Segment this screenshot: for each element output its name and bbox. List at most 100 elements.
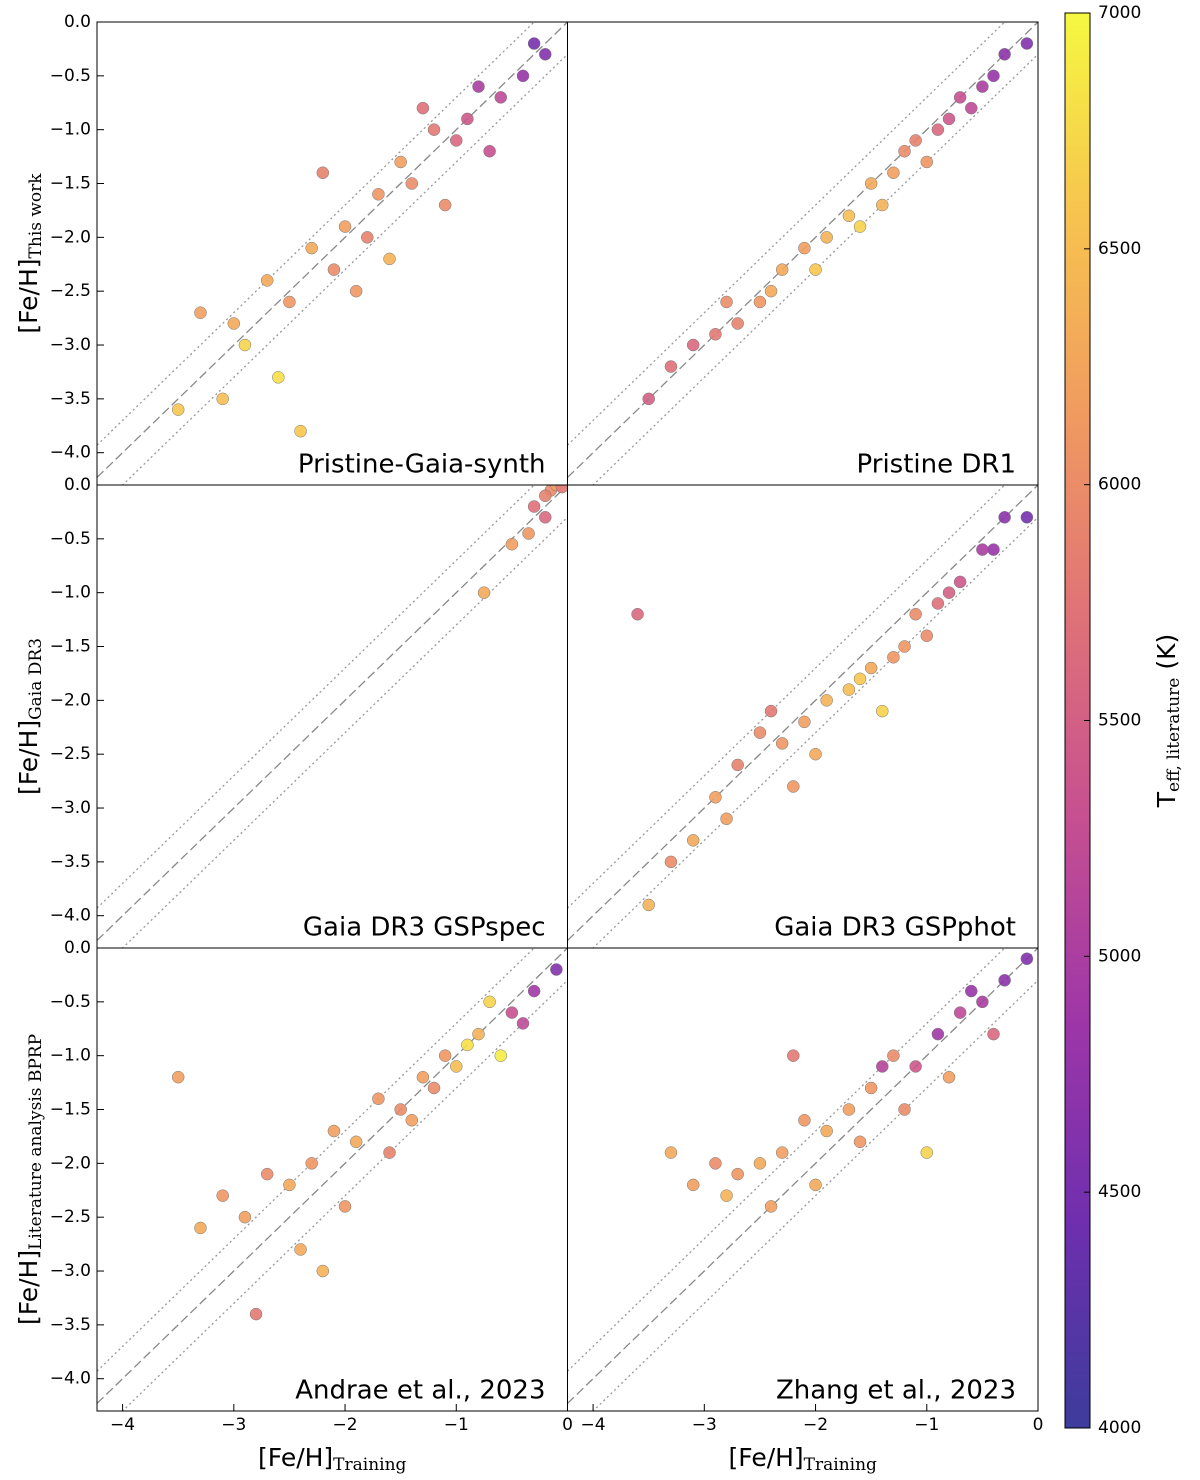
point: [294, 1243, 307, 1256]
point: [372, 188, 385, 201]
point: [405, 1114, 419, 1127]
y-tick-label: −4.0: [50, 443, 91, 463]
point: [438, 198, 452, 212]
point: [494, 91, 508, 104]
panel-annotation: Gaia DR3 GSPphot: [774, 913, 1016, 943]
point: [987, 543, 1000, 556]
panel-annotation: Pristine-Gaia-synth: [298, 450, 546, 480]
point: [686, 834, 700, 847]
x-tick-label: −3: [692, 1415, 717, 1435]
point: [238, 338, 252, 352]
y-tick-label: −1.5: [50, 1100, 91, 1120]
y-axis-label-sub: This work: [26, 173, 46, 259]
point: [427, 1081, 441, 1095]
reference-line: [567, 485, 1038, 941]
y-axis-label: [Fe/H]This work: [14, 173, 46, 334]
point: [539, 511, 552, 524]
point: [227, 317, 241, 330]
point: [864, 661, 878, 675]
point: [349, 284, 363, 298]
colorbar-tick-label: 5000: [1098, 946, 1141, 966]
point: [238, 1210, 252, 1224]
point: [427, 123, 441, 136]
point: [1020, 952, 1034, 966]
point: [976, 543, 989, 556]
x-tick-label: −4: [110, 1415, 135, 1435]
point: [898, 640, 911, 653]
panel: [567, 22, 1038, 485]
point: [272, 371, 285, 384]
x-tick-label: 0: [562, 1415, 573, 1435]
y-tick-label: −3.0: [50, 1261, 91, 1281]
point: [987, 1027, 1000, 1041]
point: [998, 511, 1011, 524]
point: [539, 489, 552, 503]
point: [942, 1070, 956, 1084]
colorbar-tick-label: 5500: [1098, 711, 1141, 731]
point: [887, 651, 900, 664]
y-tick-label: −3.5: [50, 1315, 91, 1335]
point: [998, 48, 1011, 61]
point: [383, 1146, 396, 1159]
reference-line: [567, 22, 1006, 446]
colorbar-tick-label: 6000: [1098, 475, 1141, 495]
y-tick-label: −2.0: [50, 690, 91, 710]
panel: [97, 485, 568, 948]
point: [294, 424, 307, 438]
y-tick-label: 0.0: [64, 475, 91, 495]
point: [931, 597, 945, 610]
point: [953, 575, 967, 589]
reference-line: [121, 979, 568, 1411]
point: [305, 241, 318, 255]
point: [775, 1146, 789, 1159]
point: [775, 737, 789, 750]
point: [664, 855, 678, 869]
point: [731, 317, 744, 330]
point: [472, 1027, 485, 1041]
point: [216, 1189, 229, 1202]
point: [1020, 511, 1034, 524]
colorbar-label-suffix: (K): [1152, 634, 1181, 670]
point: [383, 252, 396, 266]
point: [450, 1060, 463, 1073]
point: [764, 1200, 778, 1213]
x-axis-label-main: [Fe/H]: [258, 1443, 333, 1472]
point: [686, 1178, 700, 1192]
point: [953, 1006, 967, 1019]
point: [349, 1135, 363, 1149]
y-tick-label: −3.5: [50, 852, 91, 872]
point: [472, 80, 485, 93]
point: [942, 586, 956, 599]
reference-line: [97, 22, 568, 478]
panel: [97, 22, 568, 485]
panel: [567, 485, 1038, 948]
point: [260, 274, 274, 287]
y-tick-label: −2.5: [50, 281, 91, 301]
reference-line: [97, 948, 568, 1404]
reference-line: [567, 948, 1006, 1372]
point: [953, 91, 967, 104]
point: [820, 231, 833, 244]
point: [798, 241, 811, 255]
point: [664, 360, 678, 373]
point: [527, 984, 541, 998]
panel-frame: [96, 947, 568, 1412]
point: [494, 1049, 508, 1062]
y-tick-label: −4.0: [50, 906, 91, 926]
panel-frame: [96, 484, 568, 949]
panel-annotation: Pristine DR1: [857, 450, 1016, 480]
y-tick-label: −2.5: [50, 1207, 91, 1227]
point: [775, 263, 789, 276]
point: [283, 1178, 296, 1192]
panel: [97, 948, 568, 1411]
point: [555, 485, 568, 494]
point: [338, 220, 352, 233]
point: [394, 155, 407, 169]
y-tick-label: −2.0: [50, 1153, 91, 1173]
point: [931, 1027, 945, 1041]
point: [987, 69, 1000, 83]
y-tick-label: −1.5: [50, 174, 91, 194]
y-tick-label: −1.5: [50, 637, 91, 657]
y-tick-label: −0.5: [50, 529, 91, 549]
y-tick-label: −0.5: [50, 992, 91, 1012]
